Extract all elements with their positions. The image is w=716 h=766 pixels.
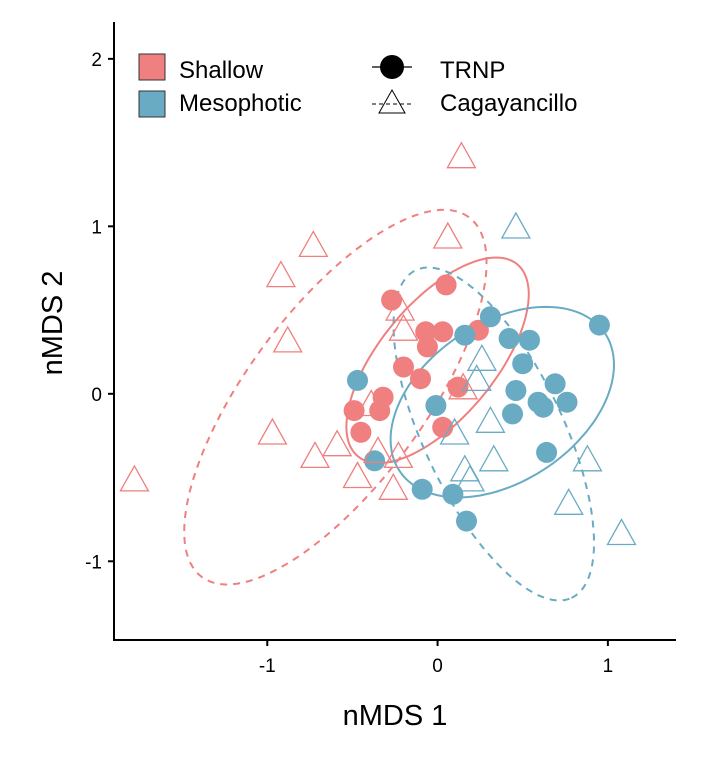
point-shallow-trnp <box>432 416 454 438</box>
legend-mesophotic-label: Mesophotic <box>179 90 302 117</box>
point-mesophotic-trnp <box>588 314 610 336</box>
point-mesophotic-trnp <box>411 478 433 500</box>
point-mesophotic-cagayancillo <box>572 444 603 472</box>
point-mesophotic-trnp <box>536 441 558 463</box>
point-shallow-cagayancillo <box>119 464 150 492</box>
x-tick-label: 1 <box>603 656 614 677</box>
legend-trnp-circle-icon <box>380 55 404 79</box>
legend-cagayancillo-label: Cagayancillo <box>440 90 577 117</box>
point-mesophotic-cagayancillo <box>606 518 637 546</box>
point-mesophotic-trnp <box>425 395 447 416</box>
point-shallow-cagayancillo <box>362 436 394 464</box>
point-mesophotic-trnp <box>544 373 566 395</box>
point-shallow-cagayancillo <box>257 417 288 445</box>
y-tick-label: 1 <box>91 217 102 238</box>
y-tick-label: 2 <box>91 50 102 71</box>
legend-trnp-label: TRNP <box>440 57 505 84</box>
point-mesophotic-trnp <box>532 396 554 418</box>
x-tick-label: 0 <box>432 656 443 677</box>
point-mesophotic-cagayancillo <box>439 417 470 445</box>
point-mesophotic-cagayancillo <box>461 364 492 392</box>
point-shallow-trnp <box>435 274 457 296</box>
point-shallow-cagayancillo <box>388 313 419 341</box>
point-mesophotic-cagayancillo <box>478 444 509 472</box>
point-mesophotic-trnp <box>519 329 540 351</box>
point-shallow-cagayancillo <box>299 441 331 469</box>
point-shallow-trnp <box>343 400 365 422</box>
point-mesophotic-cagayancillo <box>500 211 532 239</box>
point-mesophotic-cagayancillo <box>553 487 584 515</box>
y-tick-label: 0 <box>91 385 102 406</box>
ellipse-shallow-cagayancillo <box>183 208 488 586</box>
point-mesophotic-trnp <box>479 306 501 328</box>
point-shallow-trnp <box>447 376 469 398</box>
point-shallow-cagayancillo <box>265 260 297 288</box>
legend-shallow-swatch <box>138 53 166 81</box>
point-shallow-cagayancillo <box>298 230 329 258</box>
legend: Shallow Mesophotic TRNP Cagayancillo <box>138 53 577 118</box>
point-mesophotic-trnp <box>556 391 578 413</box>
x-tick-label: -1 <box>259 656 276 677</box>
legend-mesophotic-swatch <box>138 90 166 118</box>
point-mesophotic-trnp <box>498 328 520 349</box>
point-mesophotic-trnp <box>502 403 523 425</box>
point-shallow-cagayancillo <box>432 221 463 249</box>
point-mesophotic-cagayancillo <box>454 464 486 492</box>
point-mesophotic-trnp <box>454 324 476 346</box>
point-shallow-trnp <box>393 356 414 378</box>
point-mesophotic-trnp <box>442 483 464 505</box>
x-ticks: -1 0 1 <box>259 640 613 677</box>
point-mesophotic-cagayancillo <box>475 405 506 433</box>
point-mesophotic-trnp <box>456 510 477 532</box>
point-shallow-cagayancillo <box>446 141 477 169</box>
legend-cagayancillo-triangle-icon <box>378 88 406 114</box>
point-shallow-cagayancillo <box>321 429 353 457</box>
point-mesophotic-trnp <box>505 380 527 401</box>
y-axis-title: nMDS 2 <box>37 271 69 376</box>
point-shallow-cagayancillo <box>356 389 387 417</box>
point-shallow-cagayancillo <box>272 325 303 353</box>
point-mesophotic-trnp <box>347 369 368 391</box>
point-shallow-trnp <box>416 336 438 358</box>
point-shallow-cagayancillo <box>447 372 479 400</box>
point-shallow-cagayancillo <box>378 472 409 500</box>
legend-shallow-label: Shallow <box>179 57 264 84</box>
ellipse-mesophotic-trnp <box>389 305 616 499</box>
point-shallow-trnp <box>410 368 431 390</box>
point-mesophotic-cagayancillo <box>449 454 480 482</box>
point-shallow-trnp <box>381 289 403 311</box>
point-shallow-trnp <box>432 321 454 343</box>
point-mesophotic-cagayancillo <box>466 343 498 371</box>
y-tick-label: -1 <box>85 552 102 573</box>
point-shallow-cagayancillo <box>342 461 373 489</box>
x-axis-title: nMDS 1 <box>343 700 448 732</box>
point-shallow-cagayancillo <box>383 441 414 469</box>
points-layer <box>119 141 637 546</box>
point-mesophotic-trnp <box>512 353 534 375</box>
point-shallow-trnp <box>350 421 372 443</box>
point-mesophotic-trnp <box>364 450 386 472</box>
point-shallow-trnp <box>369 400 391 422</box>
y-ticks: -1 0 1 2 <box>85 50 114 573</box>
